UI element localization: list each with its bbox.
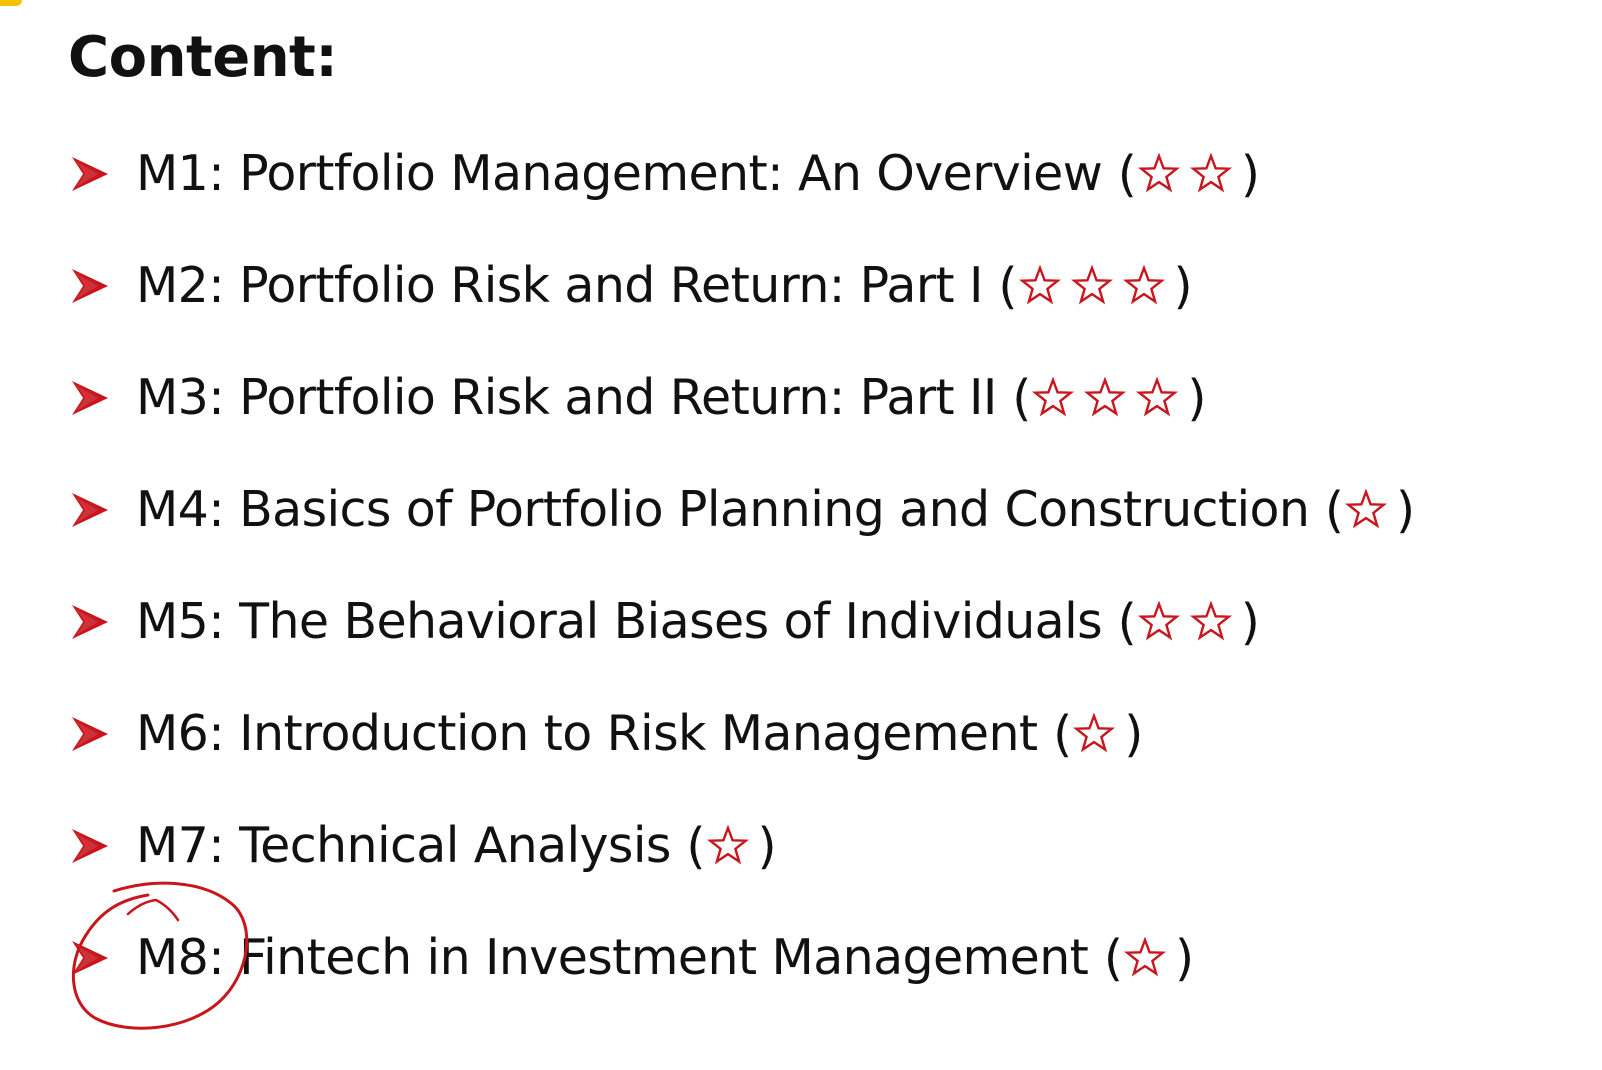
star-outline-icon [706,825,749,865]
arrow-bullet-icon [72,157,108,191]
star-outline-icon [1084,377,1127,417]
module-title: M3: Portfolio Risk and Return: Part II [136,369,997,426]
rating-close-paren: ) [1240,145,1261,203]
page-title: Content: [68,25,338,90]
star-outline-icon [1189,153,1232,193]
module-item: M8: Fintech in Investment Management () [68,918,1194,998]
module-title: M8: Fintech in Investment Management [136,929,1089,986]
arrow-bullet-icon [72,381,108,415]
star-outline-icon [1070,265,1113,305]
arrow-bullet-icon [72,269,108,303]
star-outline-icon [1073,713,1116,753]
rating-close-paren: ) [1124,705,1144,763]
rating-close-paren: ) [1173,257,1193,315]
star-outline-icon [1345,489,1388,529]
module-title: M2: Portfolio Risk and Return: Part I [136,257,983,314]
hand-drawn-circle-icon [71,881,249,1030]
module-item: M3: Portfolio Risk and Return: Part II (… [68,358,1207,438]
rating-close-paren: ) [1187,369,1207,427]
module-rating: () [1102,146,1260,203]
module-title: M7: Technical Analysis [136,817,671,874]
module-rating: () [982,257,1193,315]
rating-open-paren: ( [982,257,1018,315]
module-rating: () [1037,705,1144,763]
rating-open-paren: ( [1088,929,1124,987]
module-rating: () [1102,594,1260,651]
rating-open-paren: ( [996,369,1032,427]
module-title: M4: Basics of Portfolio Planning and Con… [136,481,1310,538]
rating-close-paren: ) [1175,929,1195,987]
star-outline-icon [1137,601,1180,641]
module-rating: () [996,369,1207,427]
star-outline-icon [1032,377,1075,417]
module-title: M5: The Behavioral Biases of Individuals [136,593,1103,650]
rating-open-paren: ( [1102,145,1137,203]
module-item: M7: Technical Analysis () [68,806,777,886]
star-outline-icon [1124,937,1167,977]
arrow-bullet-icon [72,605,108,639]
module-rating: () [1088,930,1194,987]
rating-close-paren: ) [1240,593,1260,651]
star-outline-icon [1189,601,1232,641]
module-title: M6: Introduction to Risk Management [136,705,1038,762]
star-outline-icon [1137,153,1180,193]
arrow-bullet-icon [72,717,108,751]
rating-open-paren: ( [1037,705,1073,763]
star-outline-icon [1018,265,1061,305]
rating-open-paren: ( [1102,593,1137,651]
arrow-bullet-icon [72,493,108,527]
star-outline-icon [1122,265,1165,305]
rating-open-paren: ( [1309,481,1345,539]
module-title: M1: Portfolio Management: An Overview [136,145,1103,202]
rating-open-paren: ( [670,817,706,875]
corner-mark [0,0,22,6]
rating-close-paren: ) [1396,481,1416,539]
module-item: M4: Basics of Portfolio Planning and Con… [68,470,1415,550]
module-rating: () [670,817,777,875]
module-rating: () [1309,482,1415,539]
module-item: M1: Portfolio Management: An Overview () [68,134,1260,214]
module-item: M2: Portfolio Risk and Return: Part I () [68,246,1193,326]
module-item: M5: The Behavioral Biases of Individuals… [68,582,1260,662]
arrow-bullet-icon [72,941,108,975]
module-item: M6: Introduction to Risk Management () [68,694,1143,774]
rating-close-paren: ) [757,817,777,875]
arrow-bullet-icon [72,829,108,863]
star-outline-icon [1136,377,1179,417]
